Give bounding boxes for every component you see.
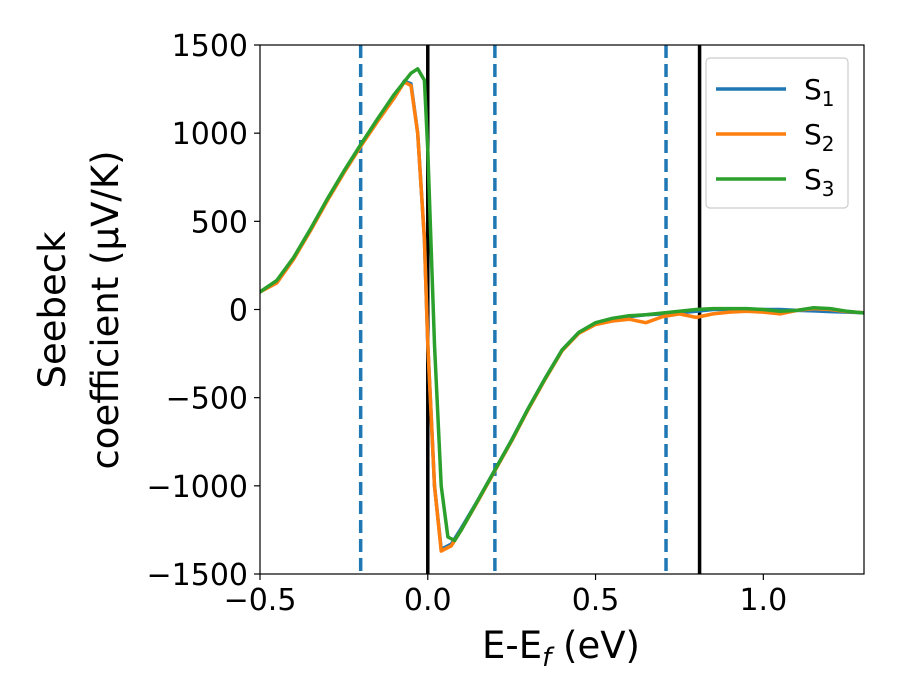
data-group bbox=[260, 45, 864, 574]
series-line-3 bbox=[260, 67, 864, 543]
legend-label-1: S1 bbox=[804, 73, 835, 111]
y-tick-label: 0 bbox=[229, 294, 248, 329]
y-tick-label: 1500 bbox=[172, 29, 248, 64]
axes: −0.5 0.0 0.5 1.0 −1500 −1000 −500 0 500 1000 1500 bbox=[147, 29, 865, 618]
y-axis-label-line2: coefficient (μV/K) bbox=[84, 150, 127, 469]
legend-label-3: S3 bbox=[804, 163, 835, 201]
x-tick-label: 1.0 bbox=[739, 583, 787, 618]
legend-label-sub: 3 bbox=[822, 177, 835, 201]
legend-label-main: S bbox=[804, 163, 822, 196]
x-axis-label-main: E-E bbox=[482, 624, 542, 667]
x-axis-label-unit: (eV) bbox=[551, 624, 640, 667]
x-tick-label: −0.5 bbox=[224, 583, 297, 618]
y-tick-label: 1000 bbox=[172, 117, 248, 152]
legend-label-main: S bbox=[804, 73, 822, 106]
x-tick-label: 0.0 bbox=[404, 583, 452, 618]
legend-label-2: S2 bbox=[804, 118, 835, 156]
y-tick-label: −500 bbox=[166, 382, 248, 417]
y-axis-label-line1: Seebeck bbox=[31, 231, 74, 389]
legend-label-sub: 1 bbox=[822, 87, 835, 111]
x-axis-label: E-Ef (eV) bbox=[482, 624, 640, 673]
y-tick-label: −1000 bbox=[147, 470, 248, 505]
y-tick-label: 500 bbox=[191, 205, 248, 240]
legend-label-main: S bbox=[804, 118, 822, 151]
x-tick-label: 0.5 bbox=[572, 583, 620, 618]
y-axis-label-group: Seebeck coefficient (μV/K) bbox=[31, 150, 127, 469]
legend-label-sub: 2 bbox=[822, 132, 835, 156]
y-tick-label: −1500 bbox=[147, 558, 248, 593]
plot-area bbox=[260, 45, 864, 574]
